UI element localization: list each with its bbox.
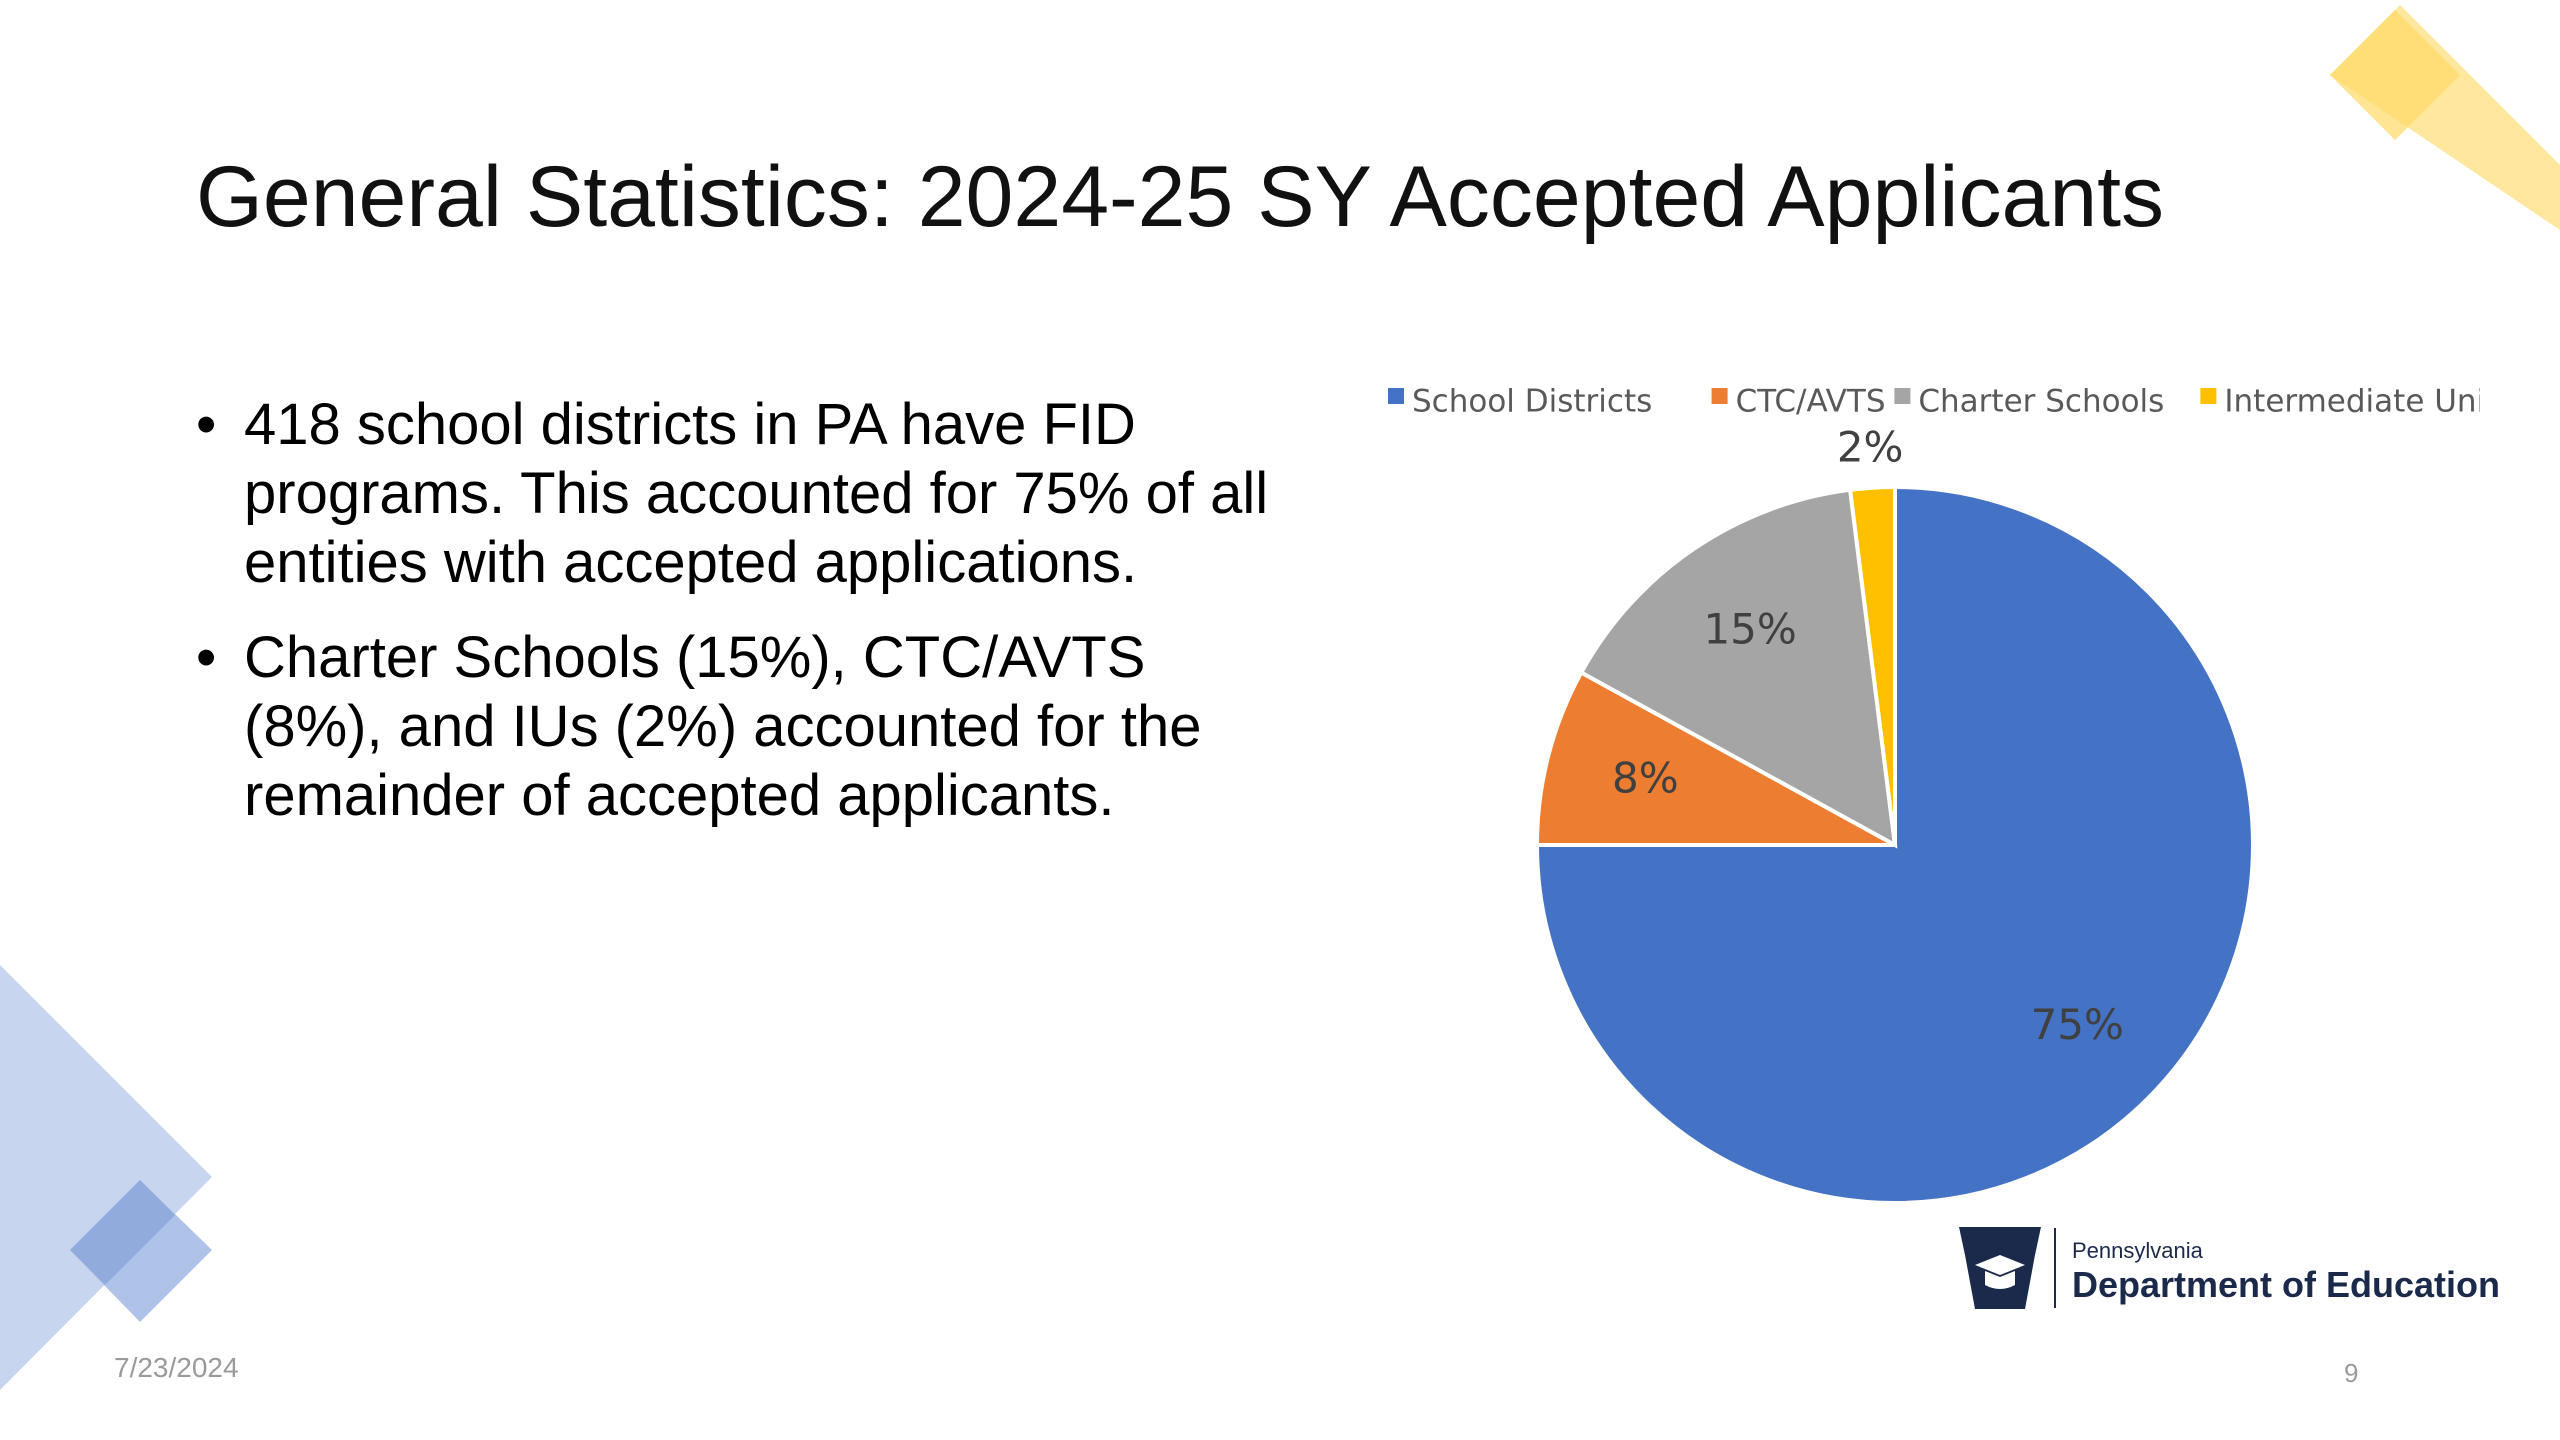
slide-title: General Statistics: 2024-25 SY Accepted …	[196, 149, 2165, 245]
pie-slice	[1847, 484, 1897, 846]
page-number: 9	[2344, 1358, 2359, 1388]
pie-chart: School Districts CTC/AVTS Charter Schools I…	[1388, 384, 2480, 1205]
data-label: 2%	[1837, 422, 1904, 471]
bullet-item: Charter Schools (15%), CTC/AVTS (8%), an…	[196, 623, 1276, 830]
bullet-item: 418 school districts in PA have FID prog…	[196, 390, 1276, 597]
legend-label: Charter Schools	[1918, 384, 2164, 420]
legend-swatch	[1894, 388, 1911, 404]
legend-label: School Districts	[1412, 384, 1652, 420]
pie-slice	[1534, 484, 2255, 1205]
legend-label: CTC/AVTS	[1736, 384, 1886, 420]
pie-slice	[1578, 487, 1898, 849]
logo-state-text: Pennsylvania	[2072, 1238, 2203, 1263]
data-label: 75%	[2031, 1000, 2124, 1049]
logo-divider	[2054, 1228, 2056, 1308]
bullet-list: 418 school districts in PA have FID prog…	[196, 390, 1276, 856]
logo-department-text: Department of Education	[2072, 1264, 2501, 1305]
legend-label: Intermediate Units	[2224, 384, 2480, 420]
legend-swatch	[1711, 388, 1728, 404]
data-label: 15%	[1703, 604, 1796, 653]
data-label: 8%	[1612, 753, 1679, 802]
keystone-logo	[1959, 1227, 2041, 1309]
footer-date: 7/23/2024	[114, 1352, 239, 1383]
legend-swatch	[1388, 388, 1404, 404]
legend-swatch	[2200, 388, 2217, 404]
pie-slice	[1534, 669, 1896, 847]
